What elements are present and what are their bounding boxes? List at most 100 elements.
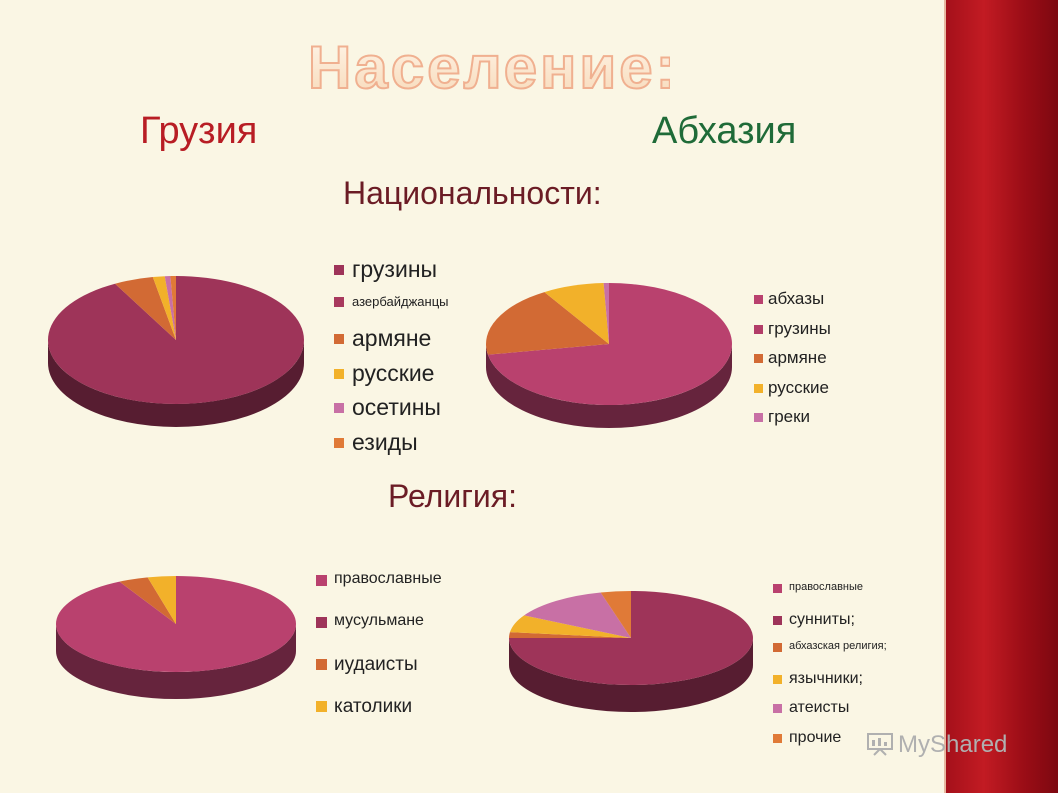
legend-item: грузины bbox=[754, 319, 831, 349]
legend-item: грузины bbox=[334, 256, 448, 291]
legend-swatch bbox=[316, 659, 327, 670]
legend-swatch bbox=[773, 584, 782, 593]
abkhazia-header: Абхазия bbox=[652, 110, 797, 152]
legend-item: осетины bbox=[334, 394, 448, 429]
legend-swatch bbox=[316, 701, 327, 712]
legend-swatch bbox=[334, 403, 344, 413]
pie-slice bbox=[486, 292, 609, 355]
legend-label: армяне bbox=[768, 348, 827, 368]
pie-slice bbox=[487, 283, 732, 405]
legend-item: азербайджанцы bbox=[334, 291, 448, 326]
pie-slice bbox=[600, 591, 631, 638]
watermark: MyShared bbox=[866, 731, 1007, 759]
legend-item: сунниты; bbox=[773, 611, 887, 641]
legend-item: атеисты bbox=[773, 699, 887, 729]
legend-item: прочие bbox=[773, 729, 887, 759]
georgia-nationalities-legend: грузины азербайджанцы армяне русские осе… bbox=[334, 256, 448, 463]
legend-label: абхазы bbox=[768, 289, 825, 308]
legend-label: язычники; bbox=[789, 669, 863, 687]
watermark-text: MyShared bbox=[898, 731, 1008, 758]
legend-label: русские bbox=[768, 377, 829, 397]
legend-swatch bbox=[754, 354, 763, 364]
legend-label: абхазская религия; bbox=[789, 640, 887, 653]
pie-slice bbox=[524, 592, 631, 638]
legend-item: русские bbox=[334, 360, 448, 395]
legend-label: русские bbox=[352, 359, 435, 386]
abkhazia-nationalities-legend: абхазы грузины армяне русские греки bbox=[754, 289, 831, 437]
legend-item: езиды bbox=[334, 429, 448, 464]
legend-label: осетины bbox=[352, 394, 441, 420]
legend-swatch bbox=[334, 334, 344, 344]
pie-slice bbox=[152, 276, 176, 340]
georgia-religion-pie bbox=[55, 576, 296, 699]
pie-slice bbox=[55, 576, 296, 672]
legend-swatch bbox=[773, 674, 782, 684]
legend-item: армяне bbox=[754, 348, 831, 378]
legend-label: прочие bbox=[789, 728, 842, 746]
legend-swatch bbox=[773, 733, 782, 743]
legend-swatch bbox=[754, 383, 763, 393]
pie-slice bbox=[509, 632, 631, 638]
side-decoration-band bbox=[944, 0, 1058, 793]
georgia-nationalities-pie bbox=[47, 276, 305, 427]
pie-slice bbox=[170, 276, 176, 340]
legend-swatch bbox=[334, 437, 344, 448]
svg-text:Население:: Население: bbox=[308, 34, 670, 100]
pie-side-wall bbox=[56, 624, 296, 699]
legend-swatch bbox=[773, 643, 782, 653]
pie-slice bbox=[544, 283, 609, 344]
legend-label: езиды bbox=[352, 428, 418, 455]
legend-item: абхазская религия; bbox=[773, 640, 887, 670]
legend-label: азербайджанцы bbox=[352, 293, 449, 309]
pie-slice bbox=[509, 615, 631, 638]
legend-item: язычники; bbox=[773, 670, 887, 700]
legend-label: сунниты; bbox=[789, 610, 855, 628]
legend-label: атеисты bbox=[789, 699, 850, 717]
religion-heading: Религия: bbox=[388, 478, 517, 514]
legend-item: иудаисты bbox=[316, 654, 442, 696]
pie-side-wall bbox=[486, 344, 732, 428]
abkhazia-nationalities-pie bbox=[486, 283, 732, 428]
legend-label: иудаисты bbox=[334, 654, 418, 675]
legend-item: армяне bbox=[334, 325, 448, 360]
legend-label: католики bbox=[334, 696, 413, 717]
legend-label: православные bbox=[789, 581, 864, 593]
pie-side-wall bbox=[509, 638, 753, 712]
legend-swatch bbox=[316, 575, 327, 586]
legend-swatch bbox=[754, 295, 763, 304]
legend-label: мусульмане bbox=[334, 612, 424, 629]
pie-slice bbox=[164, 276, 176, 340]
legend-swatch bbox=[773, 615, 782, 625]
legend-item: русские bbox=[754, 378, 831, 408]
legend-swatch bbox=[773, 704, 782, 714]
legend-swatch bbox=[754, 413, 763, 423]
georgia-header: Грузия bbox=[140, 110, 258, 152]
legend-swatch bbox=[316, 617, 327, 628]
legend-label: грузины bbox=[352, 256, 438, 282]
legend-item: мусульмане bbox=[316, 612, 442, 654]
legend-item: католики bbox=[316, 696, 442, 738]
legend-swatch bbox=[754, 324, 763, 334]
pie-slice bbox=[119, 577, 176, 624]
presentation-icon bbox=[867, 733, 893, 756]
abkhazia-religion-pie bbox=[509, 591, 753, 712]
legend-item: православные bbox=[316, 570, 442, 612]
abkhazia-religion-legend: православные сунниты; абхазская религия;… bbox=[773, 581, 887, 759]
legend-swatch bbox=[334, 296, 344, 307]
slide-title: Население: bbox=[307, 33, 670, 100]
legend-swatch bbox=[334, 368, 344, 379]
legend-swatch bbox=[334, 265, 344, 275]
legend-label: грузины bbox=[768, 318, 831, 338]
nationalities-heading: Национальности: bbox=[343, 175, 602, 211]
legend-item: абхазы bbox=[754, 289, 831, 319]
legend-label: греки bbox=[768, 407, 811, 427]
pie-slice bbox=[115, 277, 176, 340]
legend-label: армяне bbox=[352, 325, 432, 351]
legend-item: греки bbox=[754, 407, 831, 437]
georgia-religion-legend: православные мусульмане иудаисты католик… bbox=[316, 570, 442, 738]
pie-slice bbox=[147, 576, 176, 624]
legend-label: православные bbox=[334, 570, 442, 587]
pie-side-wall bbox=[48, 340, 304, 427]
pie-slice bbox=[603, 283, 609, 344]
